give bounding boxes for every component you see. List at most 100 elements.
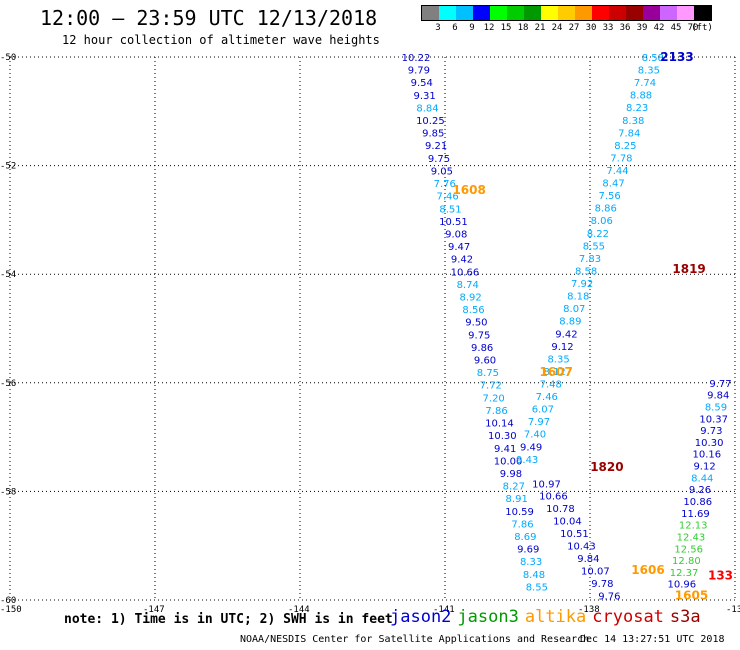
wave-height-value: 10.51 [560, 529, 589, 540]
wave-height-value: 12.56 [674, 544, 703, 555]
wave-height-value: 8.59 [705, 402, 727, 413]
pass-time-label: 1819 [672, 262, 705, 276]
satellite-name: jason2 [390, 607, 452, 627]
wave-height-value: 9.85 [422, 129, 444, 140]
wave-height-value: 8.07 [563, 304, 585, 315]
wave-height-value: 10.43 [567, 542, 596, 553]
wave-height-value: 9.75 [468, 330, 490, 341]
lon-tick-label: -144 [288, 605, 310, 615]
legend-swatch [541, 6, 558, 20]
wave-height-value: 9.78 [591, 579, 613, 590]
legend-label: 12 [483, 23, 495, 33]
satellite-legend: jason2 jason3 altika cryosat s3a [390, 607, 707, 627]
wave-height-value: 8.86 [595, 204, 617, 215]
legend-label: 21 [534, 23, 546, 33]
wave-height-value: 9.50 [465, 318, 487, 329]
wave-height-value: 8.56 [462, 305, 484, 316]
wave-height-value: 10.78 [546, 504, 575, 515]
lat-tick-label: -56 [0, 379, 16, 389]
wave-height-value: 8.35 [638, 66, 660, 77]
lon-tick-label: -147 [143, 605, 165, 615]
wave-height-value: 9.69 [517, 545, 539, 556]
wave-height-value: 10.14 [485, 419, 514, 430]
legend-swatch [575, 6, 592, 20]
pass-time-label: 1607 [539, 365, 572, 379]
wave-height-value: 7.86 [485, 406, 507, 417]
legend-labels: 3 6 9 12 15 18 21 24 27 30 33 36 39 42 45 70 (ft) [421, 21, 713, 33]
wave-height-value: 9.12 [693, 462, 715, 473]
legend-label: 9 [469, 23, 475, 33]
legend-swatch [507, 6, 524, 20]
wave-height-value: 8.38 [622, 116, 644, 127]
legend-swatch [524, 6, 541, 20]
page-title: 12:00 — 23:59 UTC 12/13/2018 [40, 6, 378, 30]
wave-height-value: 9.08 [445, 229, 467, 240]
wave-height-value: 10.22 [402, 53, 431, 64]
wave-height-value: 9.79 [408, 66, 430, 77]
wave-height-value: 8.88 [630, 91, 652, 102]
pass-time-label: 1820 [590, 460, 623, 474]
wave-height-value: 9.60 [474, 356, 496, 367]
wave-height-value: 8.55 [583, 241, 605, 252]
wave-height-value: 10.37 [699, 414, 728, 425]
wave-height-value: 12.13 [679, 521, 708, 532]
lat-tick-label: -50 [0, 53, 16, 63]
wave-height-value: 8.23 [626, 103, 648, 114]
legend-swatch [626, 6, 643, 20]
legend-swatch [473, 6, 490, 20]
wave-height-value: 7.76 [434, 179, 456, 190]
wave-height-value: 9.12 [551, 342, 573, 353]
legend-swatch [490, 6, 507, 20]
pass-time-label: 1608 [452, 183, 485, 197]
wave-height-value: 8.74 [457, 280, 479, 291]
legend-swatch [456, 6, 473, 20]
legend-label: 42 [653, 23, 665, 33]
wave-height-value: 8.92 [460, 293, 482, 304]
wave-height-value: 8.69 [514, 532, 536, 543]
wave-height-value: 10.59 [505, 507, 534, 518]
wave-height-value: 10.16 [693, 450, 722, 461]
wave-height-value: 7.84 [618, 128, 640, 139]
legend-swatch [643, 6, 660, 20]
wave-height-value: 8.89 [559, 317, 581, 328]
wave-height-value: 7.40 [524, 430, 546, 441]
wave-height-value: 8.22 [587, 229, 609, 240]
timestamp-text: Dec 14 13:27:51 UTC 2018 [580, 634, 725, 645]
wave-height-value: 7.97 [528, 417, 550, 428]
lat-tick-label: -52 [0, 162, 16, 172]
legend-swatch [694, 6, 711, 20]
wave-height-value: 10.96 [668, 580, 697, 591]
wave-height-value: 9.05 [431, 166, 453, 177]
wave-height-value: 9.73 [700, 426, 722, 437]
legend-label: 70 [687, 23, 699, 33]
lat-tick-label: -60 [0, 596, 16, 606]
wave-height-value: 7.74 [634, 78, 656, 89]
legend-swatch [609, 6, 626, 20]
wave-height-value: 9.54 [411, 78, 433, 89]
wave-height-value: 9.86 [471, 343, 493, 354]
wave-height-value: 9.75 [428, 154, 450, 165]
legend-swatches [421, 5, 712, 21]
legend-swatch [592, 6, 609, 20]
legend-swatch [677, 6, 694, 20]
wave-height-value: 7.48 [540, 379, 562, 390]
lat-tick-label: -58 [0, 487, 16, 497]
wave-height-value: 9.84 [707, 391, 729, 402]
wave-height-value: 7.78 [610, 153, 632, 164]
wave-height-value: 7.83 [579, 254, 601, 265]
wave-height-value: 8.48 [523, 570, 545, 581]
legend-swatch [558, 6, 575, 20]
wave-height-value: 7.72 [480, 381, 502, 392]
wave-height-value: 10.51 [439, 217, 468, 228]
lon-tick-label: -150 [0, 605, 22, 615]
wave-height-value: 9.42 [555, 329, 577, 340]
satellite-name: altika [524, 607, 587, 627]
wave-height-value: 7.20 [483, 393, 505, 404]
wave-height-value: 8.06 [591, 216, 613, 227]
wave-height-value: 9.43 [516, 455, 538, 466]
wave-height-value: 8.91 [506, 494, 528, 505]
legend-label: 30 [585, 23, 597, 33]
wave-height-value: 10.86 [683, 497, 712, 508]
page-subtitle: 12 hour collection of altimeter wave hei… [62, 33, 380, 47]
